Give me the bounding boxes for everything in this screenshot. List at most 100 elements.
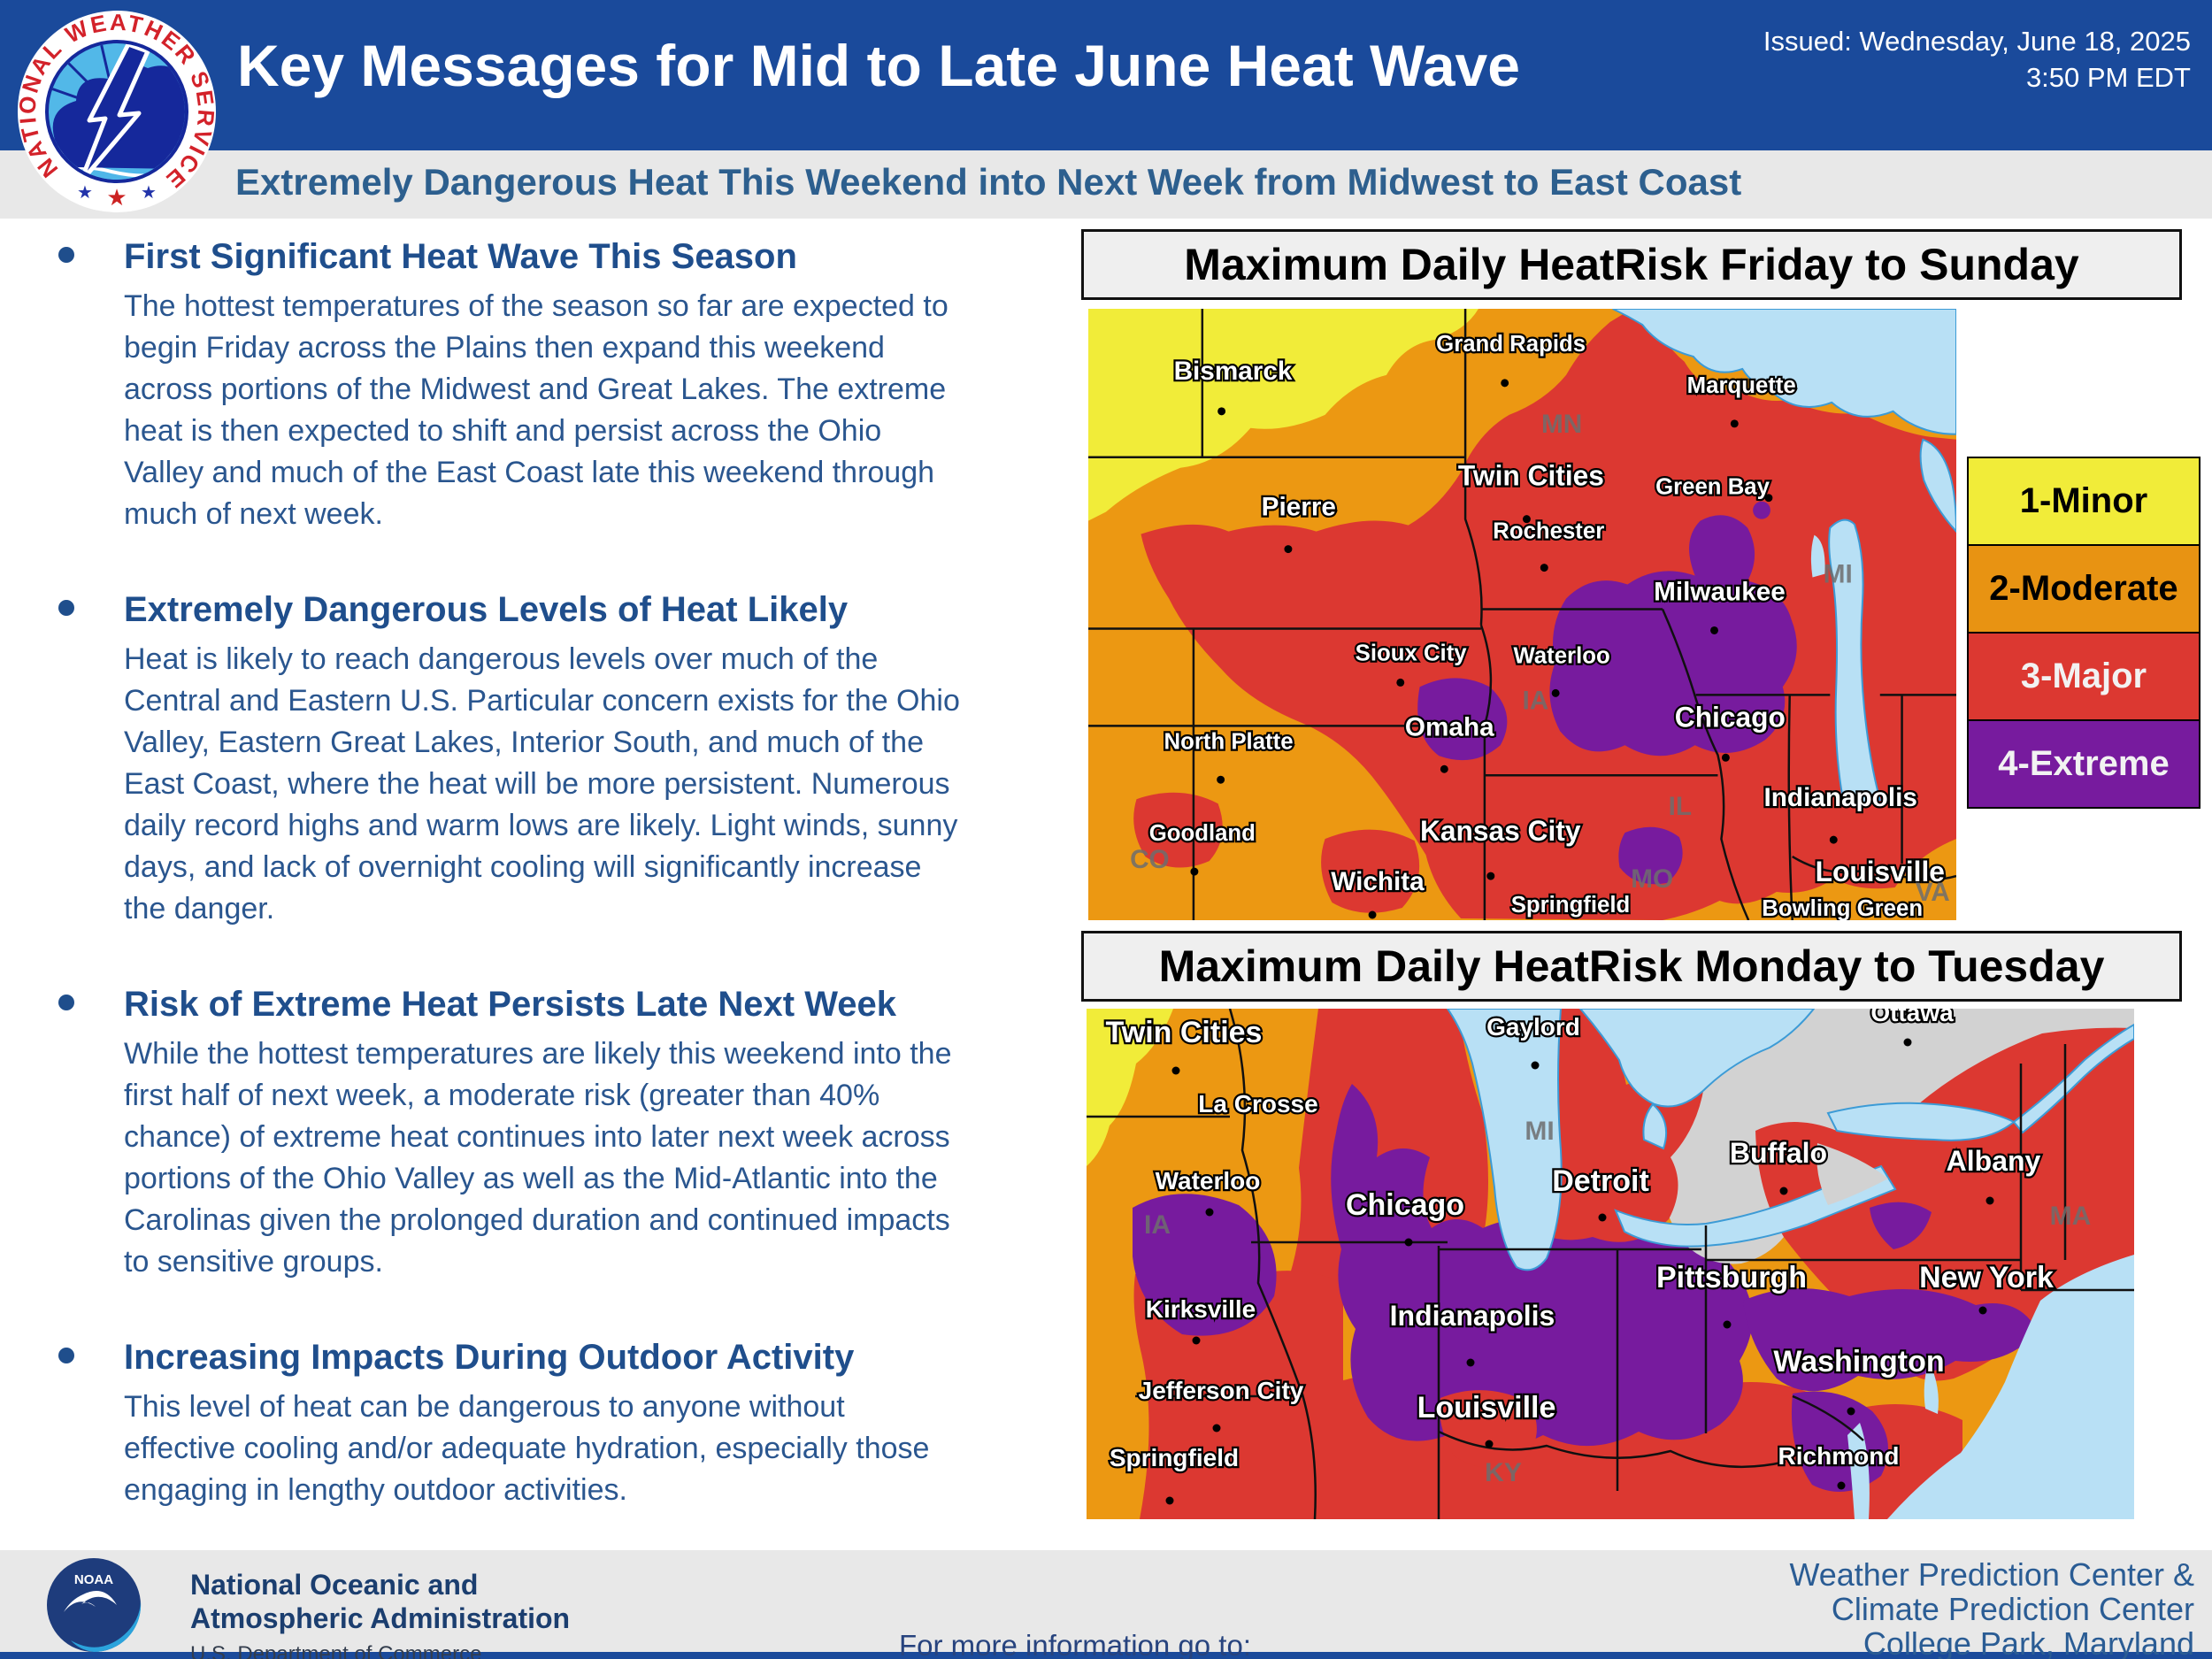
city-dot [1501,379,1509,388]
city-dot [1205,1208,1214,1217]
footer-accent-strip [0,1652,2212,1659]
nws-emblem [49,43,185,180]
subtitle: Extremely Dangerous Heat This Weekend in… [235,161,1742,203]
city-dot [1985,1196,1994,1205]
map2-risk-extreme-region [1133,1194,1277,1336]
agency-name-line2: Atmospheric Administration [190,1602,571,1634]
map1-risk-major-region [1141,309,1956,920]
more-info-intro: For more information go to: [899,1629,1251,1659]
map2-atlantic-ocean [1887,1255,2134,1519]
city-dot [1217,407,1226,416]
city-dot [1723,1320,1732,1329]
city-dot [1217,775,1225,784]
city-dot [1485,1440,1494,1448]
map2-risk-extreme-region [1331,1084,1753,1448]
city-dot [1829,835,1838,844]
key-message-heading: Extremely Dangerous Levels of Heat Likel… [124,590,849,629]
map2-delaware-bay [1924,1361,1939,1414]
bullet-icon [58,600,74,616]
city-label-pierre: Pierre [1262,493,1336,522]
city-label-gaylord: Gaylord [1486,1013,1580,1041]
city-label-green-bay: Green Bay [1655,475,1770,500]
city-dot [1192,1336,1201,1345]
map1-risk-extreme-region [1618,826,1683,885]
more-info-block: For more information go to: www.wpc.ncep… [619,1557,1531,1659]
map2-lakes [1446,1009,2134,1271]
issuing-centers-block: Weather Prediction Center & Climate Pred… [1789,1557,2194,1659]
city-label-springfield: Springfield [1511,893,1631,918]
city-label-twin-cities: Twin Cities [1106,1016,1263,1049]
issued-date: Issued: Wednesday, June 18, 2025 [1763,26,2191,57]
city-label-bowling-green: Bowling Green [1762,896,1923,920]
city-label-waterloo: Waterloo [1156,1167,1261,1194]
key-messages-list: First Significant Heat Wave This Season … [35,237,1071,1566]
city-label-louisville: Louisville [1816,856,1945,887]
state-label-ia: IA [1522,686,1548,715]
heatrisk-legend: 1-Minor 2-Moderate 3-Major 4-Extreme [1967,457,2200,809]
city-label-kansas-city: Kansas City [1420,815,1581,847]
city-label-new-york: New York [1919,1261,2054,1294]
subtitle-band [0,150,2212,219]
city-label-louisville: Louisville [1417,1391,1556,1425]
bullet-icon [58,995,74,1010]
city-label-la-crosse: La Crosse [1198,1090,1317,1118]
state-label-mo: MO [1631,864,1673,894]
city-dot [1551,688,1560,697]
city-dot [1903,1038,1912,1047]
key-message-item: Extremely Dangerous Levels of Heat Likel… [35,590,1071,930]
issued-time: 3:50 PM EDT [2025,62,2191,93]
state-label-ia: IA [1144,1210,1171,1240]
map2-state-borders [1087,1009,2134,1519]
city-dot [1779,1187,1788,1195]
nws-star-icon: ★ [77,183,93,203]
map1-risk-minor-region [1088,309,1479,521]
state-label-va: VA [1916,878,1950,907]
legend-item-3-major: 3-Major [1967,632,2200,721]
city-dot [1837,1481,1846,1490]
city-label-wichita: Wichita [1331,867,1425,896]
nws-star-icon: ★ [141,183,157,203]
key-message-item: Risk of Extreme Heat Persists Late Next … [35,985,1071,1283]
key-message-body: Heat is likely to reach dangerous levels… [124,642,960,926]
map2-title: Maximum Daily HeatRisk Monday to Tuesday [1081,931,2182,1002]
state-label-il: IL [1669,792,1692,821]
legend-item-1-minor: 1-Minor [1967,457,2200,546]
legend-item-2-moderate: 2-Moderate [1967,544,2200,634]
city-label-north-platte: North Platte [1164,729,1294,754]
city-label-washington: Washington [1773,1345,1944,1379]
heatrisk-map-monday-tuesday: Twin Cities Gaylord Ottawa La Crosse MI Water… [1087,1009,2134,1519]
bullet-icon [58,1348,74,1363]
city-dot [1466,1358,1475,1367]
city-label-jefferson-city: Jefferson City [1139,1377,1304,1404]
issuing-center-line3: College Park, Maryland [1863,1625,2194,1659]
page-title: Key Messages for Mid to Late June Heat W… [237,33,1520,98]
legend-item-4-extreme: 4-Extreme [1967,719,2200,809]
city-label-waterloo: Waterloo [1513,643,1609,668]
city-dot [1870,905,1879,914]
key-message-body: While the hottest temperatures are likel… [124,1037,952,1279]
city-label-grand-rapids: Grand Rapids [1436,332,1586,357]
map1-risk-major-patch [1321,829,1420,913]
city-dot [1165,1496,1174,1505]
issuing-center-line2: Climate Prediction Center [1831,1591,2194,1627]
state-label-mi: MI [1824,559,1853,588]
footer-bar [0,1550,2212,1652]
map2-ontario-peninsula [1816,1143,1888,1205]
city-dot [1522,515,1531,524]
city-label-goodland: Goodland [1149,821,1256,846]
city-dot [1710,626,1718,634]
nws-star-icon: ★ [106,184,127,211]
city-label-albany: Albany [1947,1145,2041,1177]
map2-risk-minor-region [1087,1009,1173,1166]
map2-chesapeake-bay [1847,1423,1870,1519]
city-label-pittsburgh: Pittsburgh [1656,1261,1807,1294]
city-label-marquette: Marquette [1687,373,1796,398]
noaa-logo-icon: NOAA [47,1558,142,1653]
nws-logo-icon: NATIONAL WEATHER SERVICE ★ ★ ★ [14,9,218,212]
city-label-bismarck: Bismarck [1174,357,1293,386]
city-label-detroit: Detroit [1552,1164,1649,1198]
map1-title: Maximum Daily HeatRisk Friday to Sunday [1081,229,2182,300]
city-dot [1531,1061,1540,1070]
state-label-ky: KY [1485,1458,1522,1487]
city-label-indianapolis: Indianapolis [1390,1300,1555,1332]
